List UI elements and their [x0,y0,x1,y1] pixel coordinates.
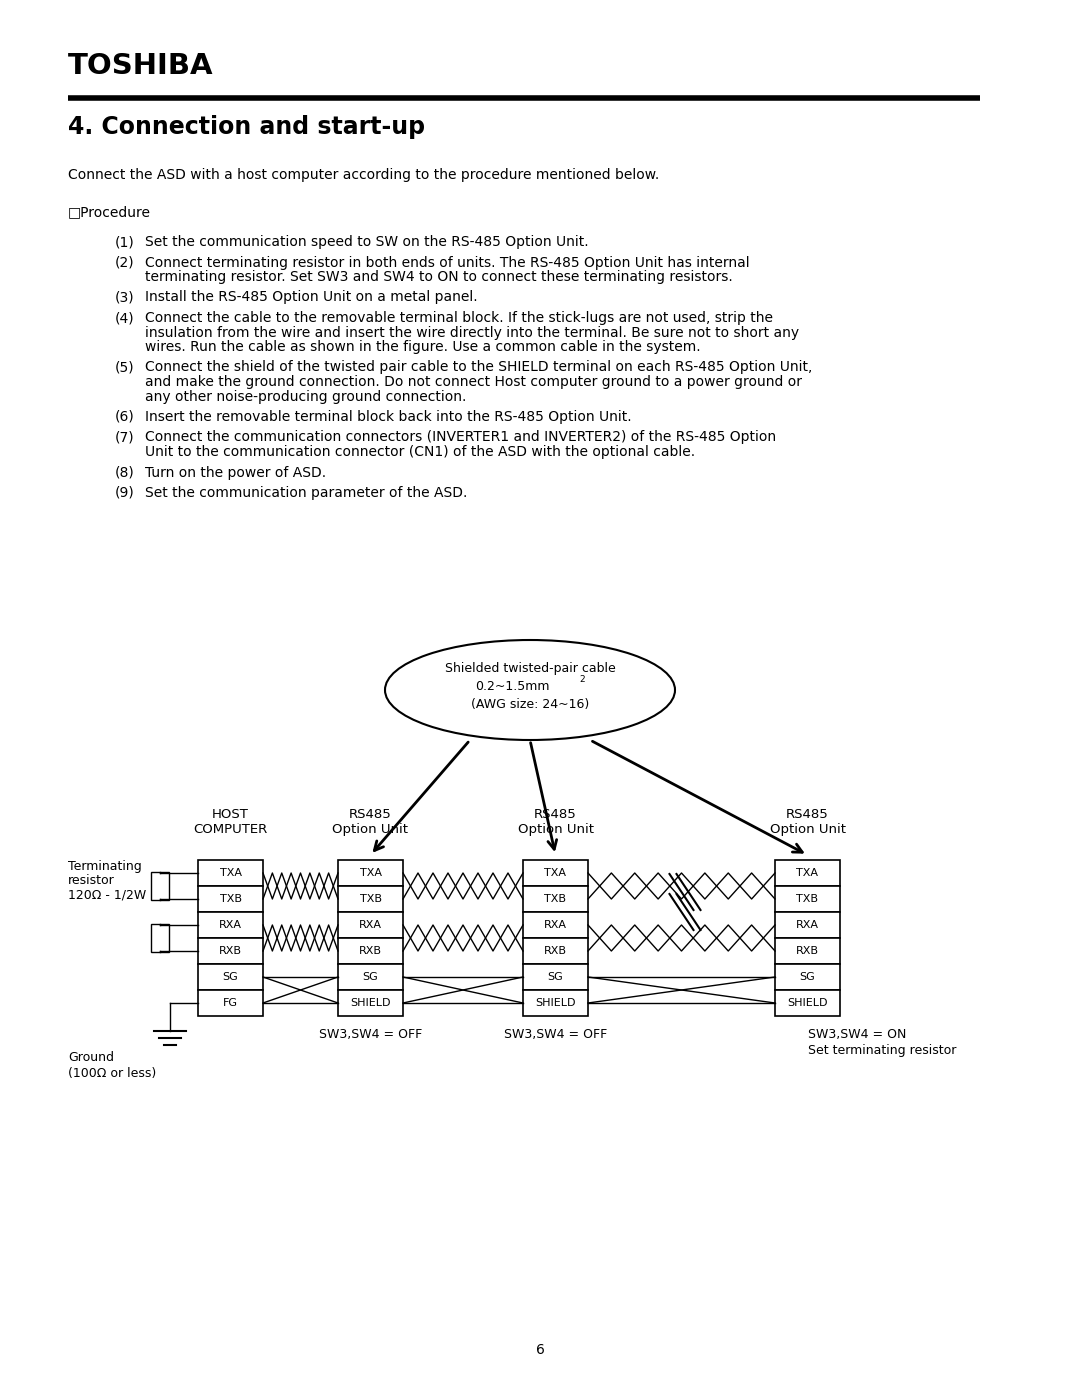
Bar [523,964,588,990]
Text: (100Ω or less): (100Ω or less) [68,1067,157,1080]
Text: Ground: Ground [68,1051,114,1065]
Text: Connect the cable to the removable terminal block. If the stick-lugs are not use: Connect the cable to the removable termi… [145,312,773,326]
Text: Shielded twisted-pair cable: Shielded twisted-pair cable [445,662,616,675]
Bar [523,912,588,937]
Bar [775,861,840,886]
Text: TXA: TXA [544,868,567,877]
Bar [775,912,840,937]
Bar [198,937,264,964]
Bar [523,937,588,964]
Text: (4): (4) [114,312,135,326]
Bar [198,990,264,1016]
Text: terminating resistor. Set SW3 and SW4 to ON to connect these terminating resisto: terminating resistor. Set SW3 and SW4 to… [145,270,732,284]
Text: Connect terminating resistor in both ends of units. The RS-485 Option Unit has i: Connect terminating resistor in both end… [145,256,750,270]
Text: (6): (6) [114,409,135,425]
Text: (8): (8) [114,465,135,479]
Text: RXA: RXA [359,921,382,930]
Bar [523,990,588,1016]
Bar [338,990,403,1016]
Text: (1): (1) [114,235,135,249]
Text: RXA: RXA [219,921,242,930]
Bar [338,912,403,937]
Text: SG: SG [548,972,564,982]
Text: (AWG size: 24~16): (AWG size: 24~16) [471,698,589,711]
Bar [151,872,168,900]
Text: (5): (5) [114,360,135,374]
Text: TXA: TXA [797,868,819,877]
Text: 120Ω - 1/2W: 120Ω - 1/2W [68,888,146,901]
Bar [775,964,840,990]
Text: Install the RS-485 Option Unit on a metal panel.: Install the RS-485 Option Unit on a meta… [145,291,477,305]
Text: resistor: resistor [68,875,114,887]
Text: SG: SG [363,972,378,982]
Bar [523,886,588,912]
Bar [775,886,840,912]
Text: Set the communication parameter of the ASD.: Set the communication parameter of the A… [145,486,468,500]
Text: TXB: TXB [360,894,381,904]
Text: insulation from the wire and insert the wire directly into the terminal. Be sure: insulation from the wire and insert the … [145,326,799,339]
Text: Terminating: Terminating [68,861,141,873]
Text: TXA: TXA [219,868,242,877]
Bar [338,861,403,886]
Text: SHIELD: SHIELD [350,997,391,1009]
Text: Connect the communication connectors (INVERTER1 and INVERTER2) of the RS-485 Opt: Connect the communication connectors (IN… [145,430,777,444]
Text: SW3,SW4 = OFF: SW3,SW4 = OFF [504,1028,607,1041]
Text: RXB: RXB [796,946,819,956]
Bar [523,861,588,886]
Text: FG: FG [222,997,238,1009]
Text: RS485
Option Unit: RS485 Option Unit [769,807,846,835]
Text: RXB: RXB [359,946,382,956]
Text: 2: 2 [579,675,584,685]
Text: 0.2~1.5mm: 0.2~1.5mm [475,680,550,693]
Text: Insert the removable terminal block back into the RS-485 Option Unit.: Insert the removable terminal block back… [145,409,632,425]
Bar [775,990,840,1016]
Text: and make the ground connection. Do not connect Host computer ground to a power g: and make the ground connection. Do not c… [145,374,802,388]
Text: Unit to the communication connector (CN1) of the ASD with the optional cable.: Unit to the communication connector (CN1… [145,446,696,460]
Text: SG: SG [799,972,815,982]
Bar [198,886,264,912]
Bar [775,937,840,964]
Text: Connect the shield of the twisted pair cable to the SHIELD terminal on each RS-4: Connect the shield of the twisted pair c… [145,360,812,374]
Text: □Procedure: □Procedure [68,205,151,219]
Text: any other noise-producing ground connection.: any other noise-producing ground connect… [145,390,467,404]
Text: Set the communication speed to SW on the RS-485 Option Unit.: Set the communication speed to SW on the… [145,235,589,249]
Text: TOSHIBA: TOSHIBA [68,52,214,80]
Text: (3): (3) [114,291,135,305]
Text: (9): (9) [114,486,135,500]
Text: TXA: TXA [360,868,381,877]
Bar [338,964,403,990]
Bar [338,937,403,964]
Text: HOST
COMPUTER: HOST COMPUTER [193,807,268,835]
Text: SHIELD: SHIELD [787,997,827,1009]
Text: RXB: RXB [219,946,242,956]
Text: RXA: RXA [544,921,567,930]
Text: Turn on the power of ASD.: Turn on the power of ASD. [145,465,326,479]
Bar [198,861,264,886]
Bar [198,964,264,990]
Text: 6: 6 [536,1343,544,1356]
Text: SHIELD: SHIELD [536,997,576,1009]
Text: Set terminating resistor: Set terminating resistor [808,1044,956,1058]
Bar [338,886,403,912]
Text: SG: SG [222,972,239,982]
Text: RS485
Option Unit: RS485 Option Unit [517,807,594,835]
Text: SW3,SW4 = OFF: SW3,SW4 = OFF [319,1028,422,1041]
Text: TXB: TXB [219,894,242,904]
Bar [151,923,168,951]
Text: TXB: TXB [544,894,567,904]
Text: 4. Connection and start-up: 4. Connection and start-up [68,115,426,138]
Text: (7): (7) [114,430,135,444]
Text: RXA: RXA [796,921,819,930]
Text: Connect the ASD with a host computer according to the procedure mentioned below.: Connect the ASD with a host computer acc… [68,168,659,182]
Text: (2): (2) [114,256,135,270]
Text: RS485
Option Unit: RS485 Option Unit [333,807,408,835]
Text: TXB: TXB [797,894,819,904]
Bar [198,912,264,937]
Text: wires. Run the cable as shown in the figure. Use a common cable in the system.: wires. Run the cable as shown in the fig… [145,339,701,353]
Text: SW3,SW4 = ON: SW3,SW4 = ON [808,1028,906,1041]
Text: RXB: RXB [544,946,567,956]
